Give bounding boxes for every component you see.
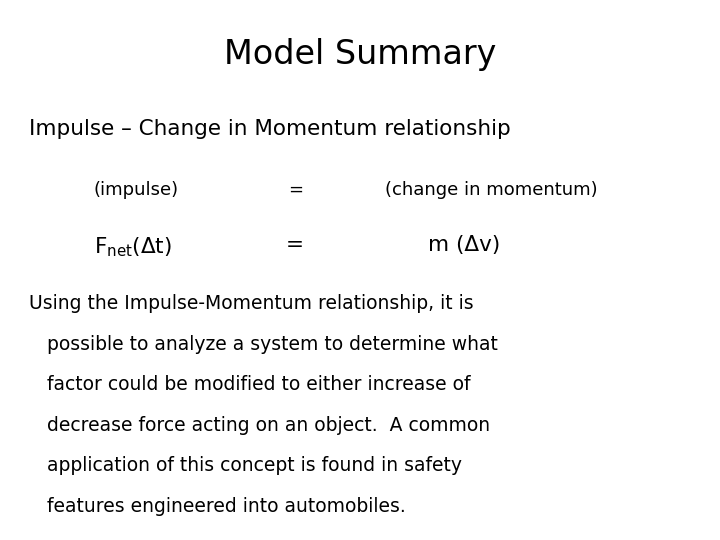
Text: =: = bbox=[288, 181, 302, 199]
Text: application of this concept is found in safety: application of this concept is found in … bbox=[29, 456, 462, 475]
Text: =: = bbox=[287, 235, 304, 255]
Text: m (Δv): m (Δv) bbox=[428, 235, 500, 255]
Text: possible to analyze a system to determine what: possible to analyze a system to determin… bbox=[29, 335, 498, 354]
Text: Using the Impulse-Momentum relationship, it is: Using the Impulse-Momentum relationship,… bbox=[29, 294, 474, 313]
Text: features engineered into automobiles.: features engineered into automobiles. bbox=[29, 497, 405, 516]
Text: (change in momentum): (change in momentum) bbox=[385, 181, 598, 199]
Text: (impulse): (impulse) bbox=[94, 181, 179, 199]
Text: decrease force acting on an object.  A common: decrease force acting on an object. A co… bbox=[29, 416, 490, 435]
Text: $\mathregular{F_{net}(\Delta t)}$: $\mathregular{F_{net}(\Delta t)}$ bbox=[94, 235, 171, 259]
Text: Impulse – Change in Momentum relationship: Impulse – Change in Momentum relationshi… bbox=[29, 119, 510, 139]
Text: factor could be modified to either increase of: factor could be modified to either incre… bbox=[29, 375, 470, 394]
Text: Model Summary: Model Summary bbox=[224, 38, 496, 71]
